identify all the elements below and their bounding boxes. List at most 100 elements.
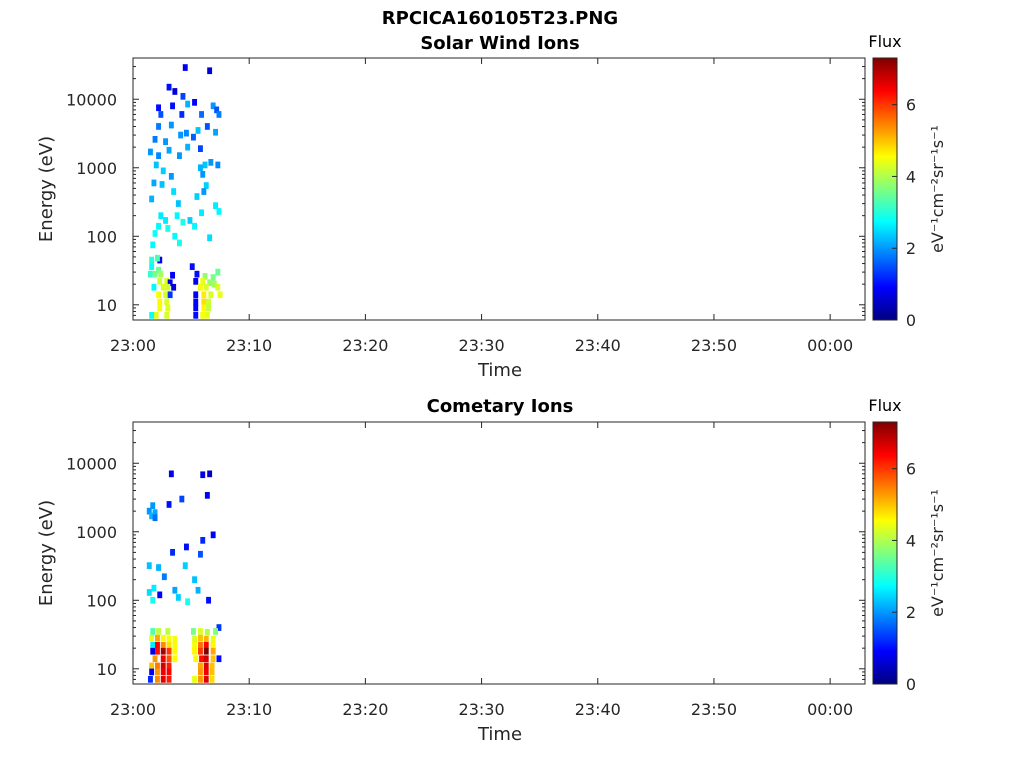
spectrogram-cell	[201, 298, 207, 306]
y-tick-label: 10000	[66, 90, 117, 109]
spectrogram-cell	[216, 655, 222, 663]
spectrogram-cell	[166, 83, 172, 91]
spectrogram-cell	[168, 470, 174, 478]
spectrogram-cell	[148, 148, 153, 156]
spectrogram-cell	[146, 507, 152, 515]
spectrogram-cell	[160, 668, 166, 676]
spectrogram-cell	[198, 647, 203, 655]
spectrogram-cell	[198, 642, 203, 649]
spectrogram-cell	[160, 676, 166, 683]
spectrogram-cell	[184, 543, 189, 551]
spectrogram-cell	[192, 676, 197, 683]
spectrogram-cell	[146, 589, 152, 596]
spectrogram-cell	[163, 291, 168, 299]
spectrogram-cell	[172, 647, 178, 655]
spectrogram-cell	[195, 127, 201, 134]
spectrogram-cells	[146, 470, 222, 683]
spectrogram-cell	[166, 642, 172, 649]
spectrogram-cell	[177, 152, 182, 159]
spectrogram-cell	[207, 470, 213, 478]
spectrogram-cell	[200, 471, 206, 479]
spectrogram-cell	[195, 586, 201, 594]
spectrogram-cell	[206, 304, 211, 312]
spectrogram-cell	[210, 531, 216, 539]
spectrogram-cell	[172, 232, 178, 240]
spectrogram-cell	[193, 291, 199, 299]
spectrogram-cell	[148, 270, 153, 278]
spectrogram-cell	[213, 128, 218, 136]
panel-title: Cometary Ions	[427, 396, 574, 417]
spectrogram-cell	[192, 576, 197, 583]
spectrogram-cell	[156, 104, 161, 112]
spectrogram-cell	[201, 291, 207, 299]
spectrogram-cell	[191, 133, 196, 141]
spectrogram-cell	[192, 222, 197, 230]
spectrogram-cell	[166, 662, 172, 670]
spectrogram-cell	[198, 634, 203, 642]
spectrogram-cell	[208, 291, 214, 299]
spectrogram-cell	[160, 167, 166, 175]
spectrogram-cell	[198, 662, 203, 670]
x-tick-label: 23:10	[226, 700, 272, 719]
colorbar-tick-label: 2	[906, 239, 916, 258]
spectrogram-cell	[149, 256, 155, 264]
spectrogram-cell	[210, 655, 216, 663]
spectrogram-cell	[203, 647, 209, 655]
spectrogram-cell	[206, 298, 211, 306]
spectrogram-cell	[155, 254, 160, 262]
x-tick-label: 23:30	[459, 700, 505, 719]
spectrogram-cell	[156, 628, 161, 635]
spectrogram-cell	[149, 263, 155, 270]
spectrogram-cell	[192, 642, 197, 649]
spectrogram-cell	[158, 212, 164, 219]
colorbar-tick-label: 4	[906, 167, 916, 186]
panel-title: Solar Wind Ions	[420, 33, 579, 54]
x-tick-label: 00:00	[807, 336, 853, 355]
spectrogram-cell	[155, 647, 160, 655]
spectrogram-cell	[165, 628, 171, 635]
spectrogram-cell	[193, 304, 199, 312]
spectrogram-cell	[210, 642, 216, 649]
colorbar-gradient	[872, 421, 898, 685]
spectrogram-cell	[215, 161, 221, 169]
x-tick-label: 23:40	[575, 700, 621, 719]
spectrogram-cell	[160, 634, 166, 642]
spectrogram-cell	[149, 195, 155, 203]
spectrogram-cell	[210, 635, 216, 643]
spectrogram-cell	[200, 312, 206, 319]
spectrogram-cell	[204, 123, 210, 130]
spectrogram-cell	[166, 668, 172, 676]
spectrogram-cell	[156, 266, 161, 274]
spectrogram-cell	[157, 304, 163, 312]
spectrogram-cell	[193, 655, 199, 663]
spectrogram-cell	[201, 304, 207, 312]
y-axis: 10 100 1000 10000	[66, 421, 865, 685]
spectrogram-cell	[149, 634, 155, 642]
y-tick-label: 1000	[76, 159, 117, 178]
spectrogram-cell	[150, 241, 156, 249]
spectrogram-cell	[160, 283, 166, 291]
y-tick-label: 10	[97, 296, 117, 315]
spectrogram-cell	[155, 634, 160, 642]
spectrogram-cell	[164, 298, 170, 306]
spectrogram-cell	[156, 152, 161, 159]
x-tick-label: 23:50	[691, 700, 737, 719]
spectrogram-cell	[149, 668, 155, 676]
spectrogram-cell	[198, 145, 203, 152]
spectrogram-cell	[203, 642, 209, 649]
colorbar-tick-label: 2	[906, 603, 916, 622]
spectrogram-cell	[215, 268, 221, 276]
spectrogram-cell	[194, 270, 200, 278]
y-axis: 10 100 1000 10000	[66, 57, 865, 321]
spectrogram-cell	[172, 642, 178, 649]
spectrogram-cell	[198, 164, 203, 172]
spectrogram-cell	[185, 598, 191, 606]
spectrogram-cell	[182, 562, 188, 569]
x-axis: 23:00 23:10 23:20 23:30 23:40 23:50 00:00	[110, 422, 853, 719]
spectrogram-cell	[177, 239, 182, 247]
spectrogram-cell	[215, 283, 221, 291]
spectrogram-cell	[172, 635, 178, 643]
spectrogram-cell	[199, 655, 204, 663]
spectrogram-cell	[203, 635, 209, 643]
